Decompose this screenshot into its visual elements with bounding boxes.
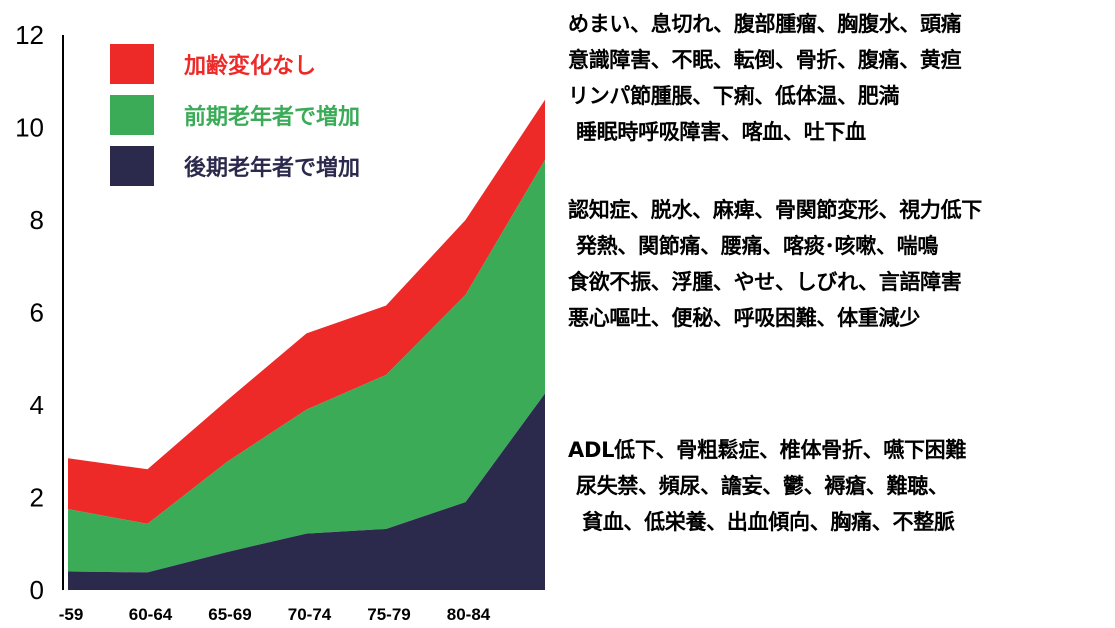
annotation-line: リンパ節腫脹、下痢、低体温、肥満 [568,84,900,108]
annotation-line: ADL低下、骨粗鬆症、椎体骨折、嚥下困難 [568,438,967,462]
x-tick-label: 65-69 [208,605,251,624]
annotation-group-green: 認知症、脱水、麻痺、骨関節変形、視力低下 発熱、関節痛、腰痛、喀痰･咳嗽、喘鳴 … [568,192,982,336]
x-tick-label: 70-74 [288,605,332,624]
annotation-line: 意識障害、不眠、転倒、骨折、腹痛、黄疸 [568,48,962,72]
y-tick-label: 6 [30,298,44,328]
y-tick-label: 2 [30,483,44,513]
y-tick-label: 8 [30,205,44,235]
area-series-0 [68,393,545,590]
y-tick-label: 10 [15,113,44,143]
annotation-line: 食欲不振、浮腫、やせ、しびれ、言語障害 [568,270,962,294]
x-tick-label: 75-79 [367,605,410,624]
annotation-line: 睡眠時呼吸障害、喀血、吐下血 [576,120,866,144]
annotation-line: 悪心嘔吐、便秘、呼吸困難、体重減少 [568,306,920,330]
x-tick-label: 60-64 [129,605,173,624]
x-tick-label: 80-84 [447,605,491,624]
annotation-line: 認知症、脱水、麻痺、骨関節変形、視力低下 [568,198,982,222]
legend-swatch-green [110,95,154,135]
legend-label-navy: 後期老年者で増加 [184,155,360,181]
y-tick-label: 0 [30,575,44,605]
annotation-line: 貧血、低栄養、出血傾向、胸痛、不整脈 [582,510,955,534]
legend: 加齢変化なし 前期老年者で増加 後期老年者で増加 [110,44,360,186]
legend-swatch-navy [110,146,154,186]
x-axis-ticks: -59 60-64 65-69 70-74 75-79 80-84 [59,605,491,624]
legend-label-green: 前期老年者で増加 [184,104,360,130]
y-axis-ticks: 0 2 4 6 8 10 12 [15,20,44,605]
stacked-area-chart: 0 2 4 6 8 10 12 -59 60-64 65-69 70-74 75-79 80-84 加… [15,20,545,624]
y-tick-label: 12 [15,20,44,50]
annotation-line: 尿失禁、頻尿、譫妄、鬱、褥瘡、難聴、 [576,474,949,498]
area-series-2 [68,99,545,524]
area-series-1 [68,159,545,573]
x-tick-label: -59 [59,605,84,624]
legend-swatch-red [110,44,154,84]
area-layers [68,99,545,590]
annotation-group-red: めまい、息切れ、腹部腫瘤、胸腹水、頭痛 意識障害、不眠、転倒、骨折、腹痛、黄疸 … [568,6,962,150]
annotation-line: 発熱、関節痛、腰痛、喀痰･咳嗽、喘鳴 [576,234,939,258]
annotation-group-navy: ADL低下、骨粗鬆症、椎体骨折、嚥下困難 尿失禁、頻尿、譫妄、鬱、褥瘡、難聴、 … [568,432,966,540]
annotation-line: めまい、息切れ、腹部腫瘤、胸腹水、頭痛 [568,12,962,36]
y-tick-label: 4 [30,390,44,420]
legend-label-red: 加齢変化なし [183,53,316,79]
